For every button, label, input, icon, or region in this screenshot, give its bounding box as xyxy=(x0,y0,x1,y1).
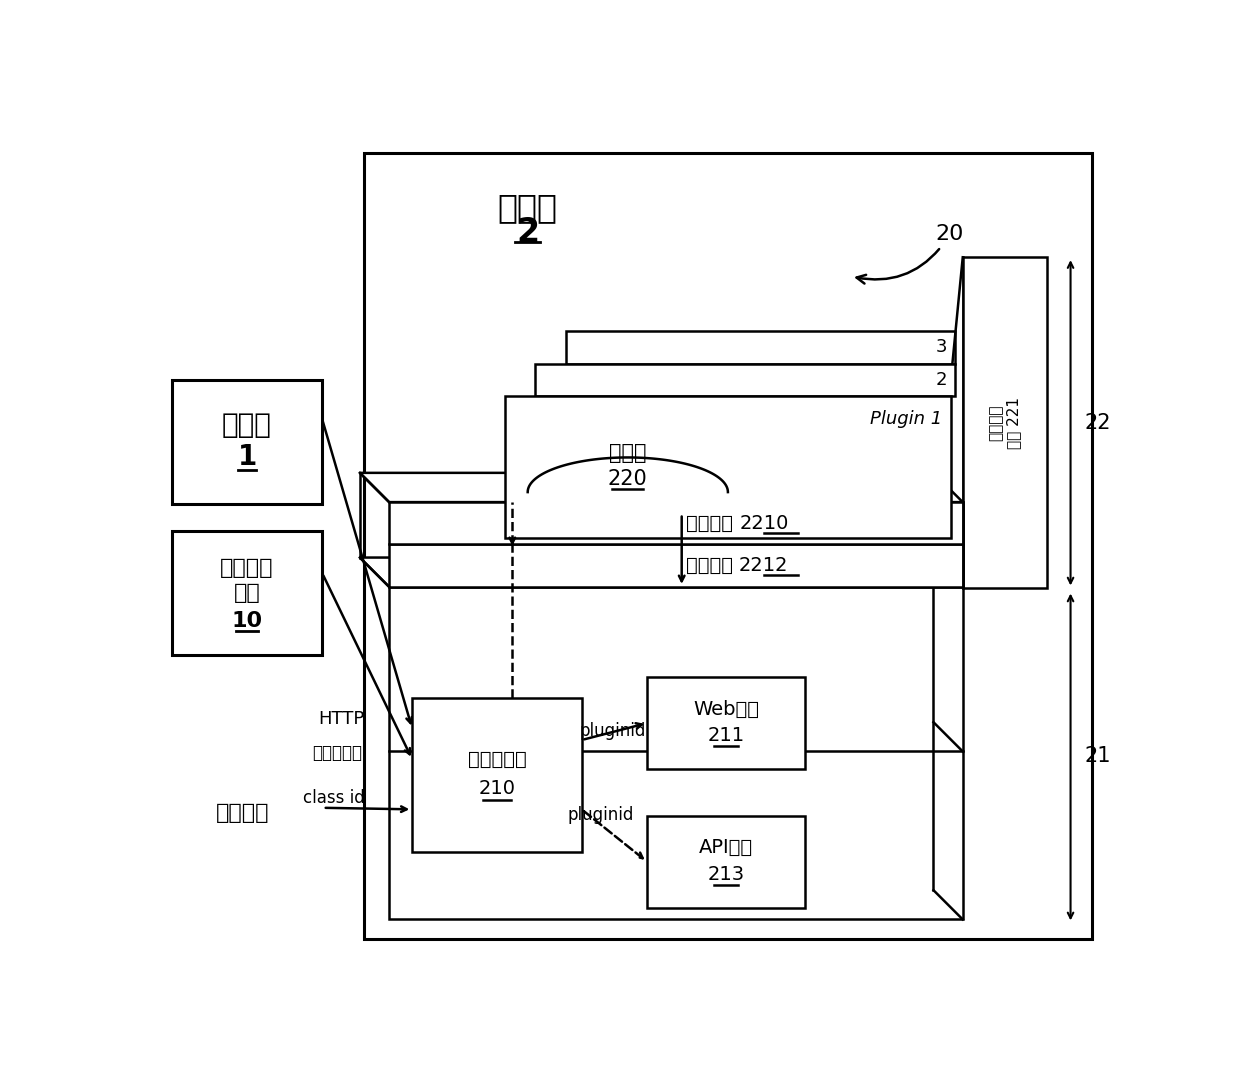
Bar xyxy=(389,502,962,545)
Text: 21: 21 xyxy=(1085,745,1111,766)
Text: 服务端: 服务端 xyxy=(222,411,272,439)
Text: 1: 1 xyxy=(237,444,257,472)
Bar xyxy=(389,545,962,587)
Bar xyxy=(505,396,951,538)
Text: 框架接口: 框架接口 xyxy=(686,557,745,575)
Text: class id: class id xyxy=(303,789,365,807)
Text: 3: 3 xyxy=(935,339,947,356)
Text: 工具: 工具 xyxy=(233,583,260,603)
Text: 2210: 2210 xyxy=(739,514,789,533)
Bar xyxy=(412,698,582,852)
Bar xyxy=(647,677,805,769)
Text: HTTP: HTTP xyxy=(319,711,365,728)
Bar xyxy=(365,153,1092,939)
Text: 加密数据包: 加密数据包 xyxy=(312,744,362,762)
Text: API模块: API模块 xyxy=(699,839,753,857)
Bar xyxy=(647,816,805,908)
Text: Plugin 1: Plugin 1 xyxy=(869,410,942,427)
Text: 211: 211 xyxy=(707,726,744,745)
Text: 22: 22 xyxy=(1085,412,1111,433)
Text: 220: 220 xyxy=(608,469,647,488)
Bar xyxy=(962,257,1048,588)
Text: 插件管理器: 插件管理器 xyxy=(467,750,526,769)
Polygon shape xyxy=(360,558,962,587)
Bar xyxy=(536,363,955,396)
Text: 213: 213 xyxy=(707,865,744,883)
Text: 插件库: 插件库 xyxy=(609,443,646,463)
Bar xyxy=(172,381,322,503)
Text: 页面触发: 页面触发 xyxy=(216,803,269,824)
Text: 2212: 2212 xyxy=(739,557,789,575)
Text: 20: 20 xyxy=(857,225,965,283)
Text: 插件框架
模块 221: 插件框架 模块 221 xyxy=(990,397,1022,449)
Bar xyxy=(172,531,322,655)
Text: 210: 210 xyxy=(479,779,516,799)
Text: pluginid: pluginid xyxy=(568,806,634,824)
Bar xyxy=(389,587,962,919)
Text: Web引擎: Web引擎 xyxy=(693,700,759,718)
Bar xyxy=(567,331,955,363)
Text: pluginid: pluginid xyxy=(579,722,646,740)
Text: 10: 10 xyxy=(232,611,263,630)
Text: 插件接口: 插件接口 xyxy=(686,514,745,533)
Text: 打包加密: 打包加密 xyxy=(221,559,274,578)
Text: 2: 2 xyxy=(935,371,947,388)
Text: 客户端: 客户端 xyxy=(497,191,558,224)
Text: 2: 2 xyxy=(516,216,539,250)
Polygon shape xyxy=(360,473,962,502)
